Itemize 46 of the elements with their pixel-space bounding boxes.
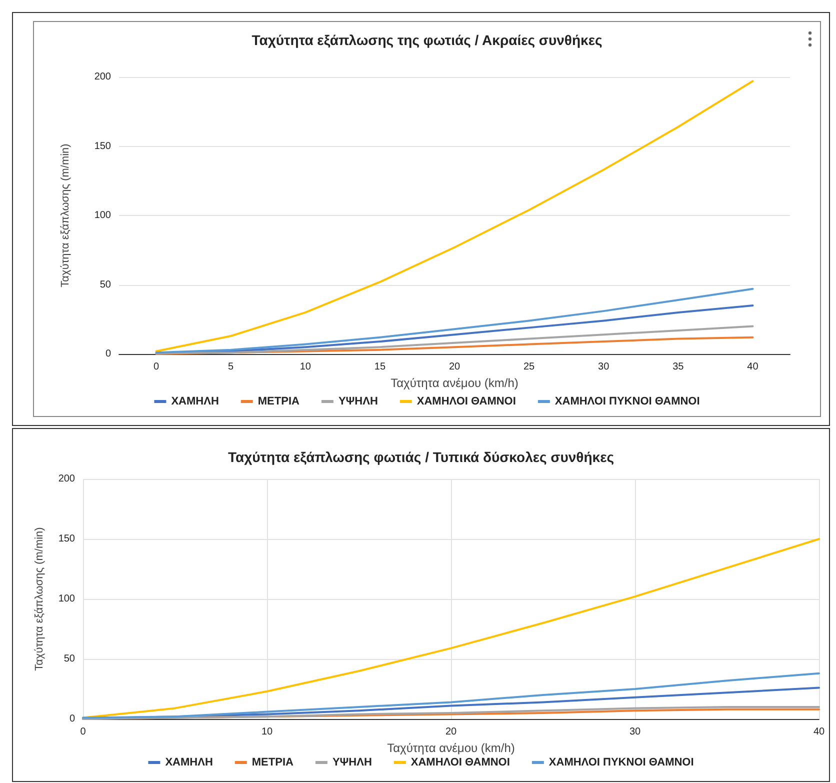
y-tick-label: 0 — [105, 348, 112, 360]
legend-label: ΜΕΤΡΙΑ — [252, 756, 294, 768]
legend-label: ΧΑΜΗΛΟΙ ΠΥΚΝΟΙ ΘΑΜΝΟΙ — [554, 396, 700, 408]
x-tick-label: 0 — [153, 362, 160, 372]
x-tick-label: 5 — [228, 362, 234, 372]
line-series — [155, 336, 754, 355]
legend-label: ΧΑΜΗΛΟΙ ΠΥΚΝΟΙ ΘΑΜΝΟΙ — [548, 756, 694, 768]
x-tick-label: 35 — [672, 362, 684, 372]
x-axis-title: Ταχύτητα ανέμου (km/h) — [390, 376, 518, 390]
y-tick-label: 100 — [58, 594, 76, 604]
y-tick-label: 0 — [69, 714, 76, 724]
chart-title: Ταχύτητα εξάπλωσης της φωτιάς / Ακραίες συνθήκες — [252, 32, 602, 48]
y-tick-label: 50 — [64, 654, 76, 664]
y-tick-label: 200 — [58, 474, 76, 484]
legend-label: ΧΑΜΗΛΟΙ ΘΑΜΝΟΙ — [410, 756, 510, 768]
x-tick-label: 30 — [598, 362, 610, 372]
y-tick-label: 150 — [94, 140, 112, 152]
x-tick-label: 20 — [448, 362, 460, 372]
line-series — [82, 672, 820, 719]
legend-label: ΧΑΜΗΛΟΙ ΘΑΜΝΟΙ — [416, 396, 516, 408]
x-axis-title: Ταχύτητα ανέμου (km/h) — [387, 740, 515, 755]
legend-label: ΥΨΗΛΗ — [332, 756, 372, 768]
x-tick-label: 15 — [374, 362, 386, 372]
x-tick-label: 30 — [629, 726, 641, 738]
x-tick-label: 20 — [445, 726, 457, 738]
x-tick-label: 40 — [813, 726, 825, 738]
line-series — [155, 288, 754, 354]
y-tick-label: 50 — [100, 279, 112, 290]
x-tick-label: 25 — [523, 362, 536, 372]
x-tick-label: 40 — [747, 362, 759, 372]
line-series — [82, 538, 820, 719]
x-tick-label: 0 — [80, 726, 86, 738]
y-axis-title: Ταχύτητα εξάπλωσης (m/min) — [60, 144, 72, 288]
y-tick-label: 150 — [58, 534, 76, 544]
y-tick-label: 100 — [94, 210, 112, 221]
x-tick-label: 10 — [261, 726, 273, 738]
legend-label: ΧΑΜΗΛΗ — [165, 756, 213, 768]
x-tick-label: 10 — [300, 362, 312, 372]
legend-label: ΜΕΤΡΙΑ — [258, 396, 300, 408]
line-series — [155, 80, 754, 352]
y-axis-title: Ταχύτητα εξάπλωσης (m/min) — [34, 527, 46, 671]
chart-title: Ταχύτητα εξάπλωσης φωτιάς / Τυπικά δύσκολες συνθήκες — [228, 449, 614, 465]
line-series — [155, 325, 754, 354]
y-tick-label: 200 — [94, 72, 112, 82]
legend-label: ΥΨΗΛΗ — [338, 396, 378, 408]
legend-label: ΧΑΜΗΛΗ — [171, 396, 219, 408]
